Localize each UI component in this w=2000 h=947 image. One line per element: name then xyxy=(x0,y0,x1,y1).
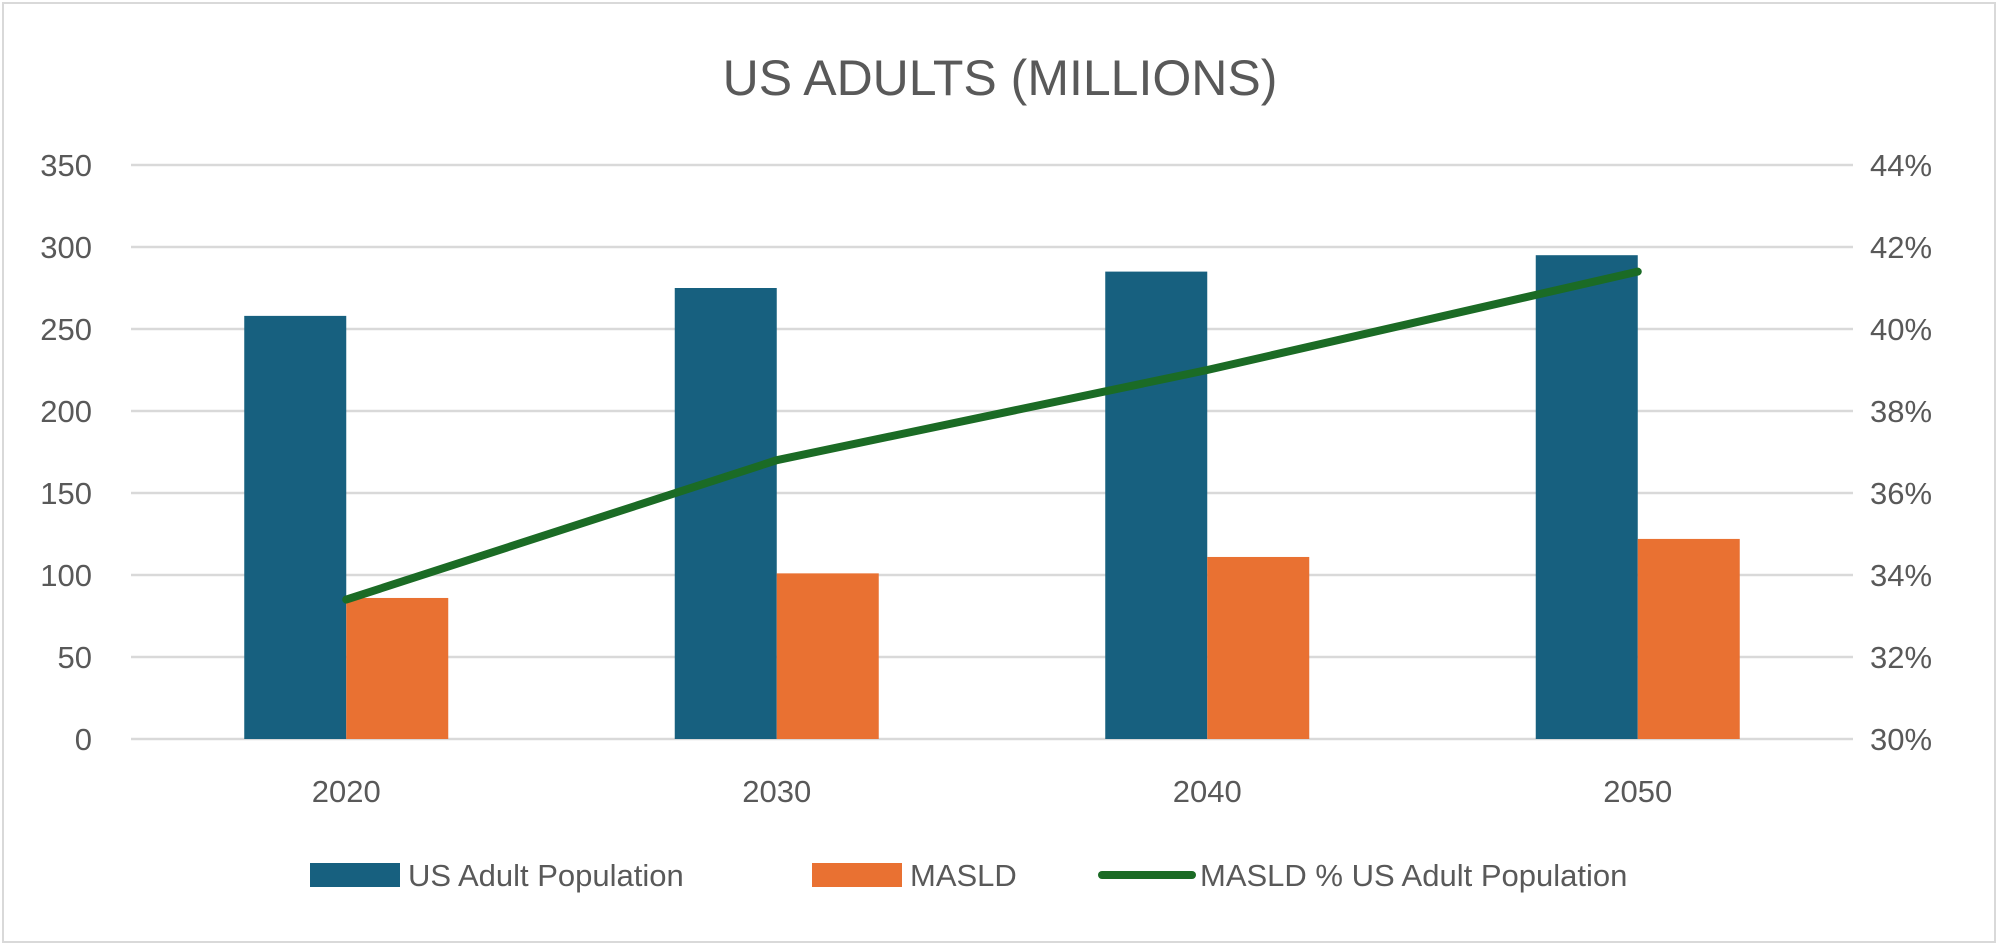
bar-us-adult-population xyxy=(1105,271,1208,739)
line-series xyxy=(342,267,1642,604)
y-left-tick-label: 0 xyxy=(75,722,92,757)
x-tick-label: 2050 xyxy=(1603,774,1672,809)
y-left-tick-label: 100 xyxy=(40,558,92,593)
bar-masld xyxy=(776,573,879,739)
y-right-tick-label: 44% xyxy=(1870,148,1932,183)
legend-label: MASLD % US Adult Population xyxy=(1200,858,1627,893)
y-right-tick-label: 36% xyxy=(1870,476,1932,511)
y-left-tick-label: 50 xyxy=(58,640,92,675)
x-tick-label: 2040 xyxy=(1173,774,1242,809)
x-tick-label: 2030 xyxy=(742,774,811,809)
y-left-tick-label: 350 xyxy=(40,148,92,183)
y-right-tick-label: 42% xyxy=(1870,230,1932,265)
x-tick-label: 2020 xyxy=(312,774,381,809)
y-right-tick-label: 32% xyxy=(1870,640,1932,675)
bar-us-adult-population xyxy=(674,288,777,739)
chart-title: US ADULTS (MILLIONS) xyxy=(723,50,1278,106)
bar-us-adult-population xyxy=(1535,255,1638,739)
legend-swatch xyxy=(310,863,400,887)
legend-swatch xyxy=(812,863,902,887)
y-right-tick-label: 30% xyxy=(1870,722,1932,757)
bar-us-adult-population xyxy=(244,315,347,739)
legend-label: US Adult Population xyxy=(408,858,684,893)
bar-masld xyxy=(1637,538,1740,739)
y-left-tick-label: 300 xyxy=(40,230,92,265)
y-right-tick-label: 38% xyxy=(1870,394,1932,429)
y-left-tick-label: 250 xyxy=(40,312,92,347)
y-left-tick-label: 150 xyxy=(40,476,92,511)
y-right-tick-label: 40% xyxy=(1870,312,1932,347)
legend-label: MASLD xyxy=(910,858,1017,893)
bar-masld xyxy=(346,597,449,739)
y-left-tick-label: 200 xyxy=(40,394,92,429)
bar-masld xyxy=(1207,556,1310,739)
y-right-tick-label: 34% xyxy=(1870,558,1932,593)
